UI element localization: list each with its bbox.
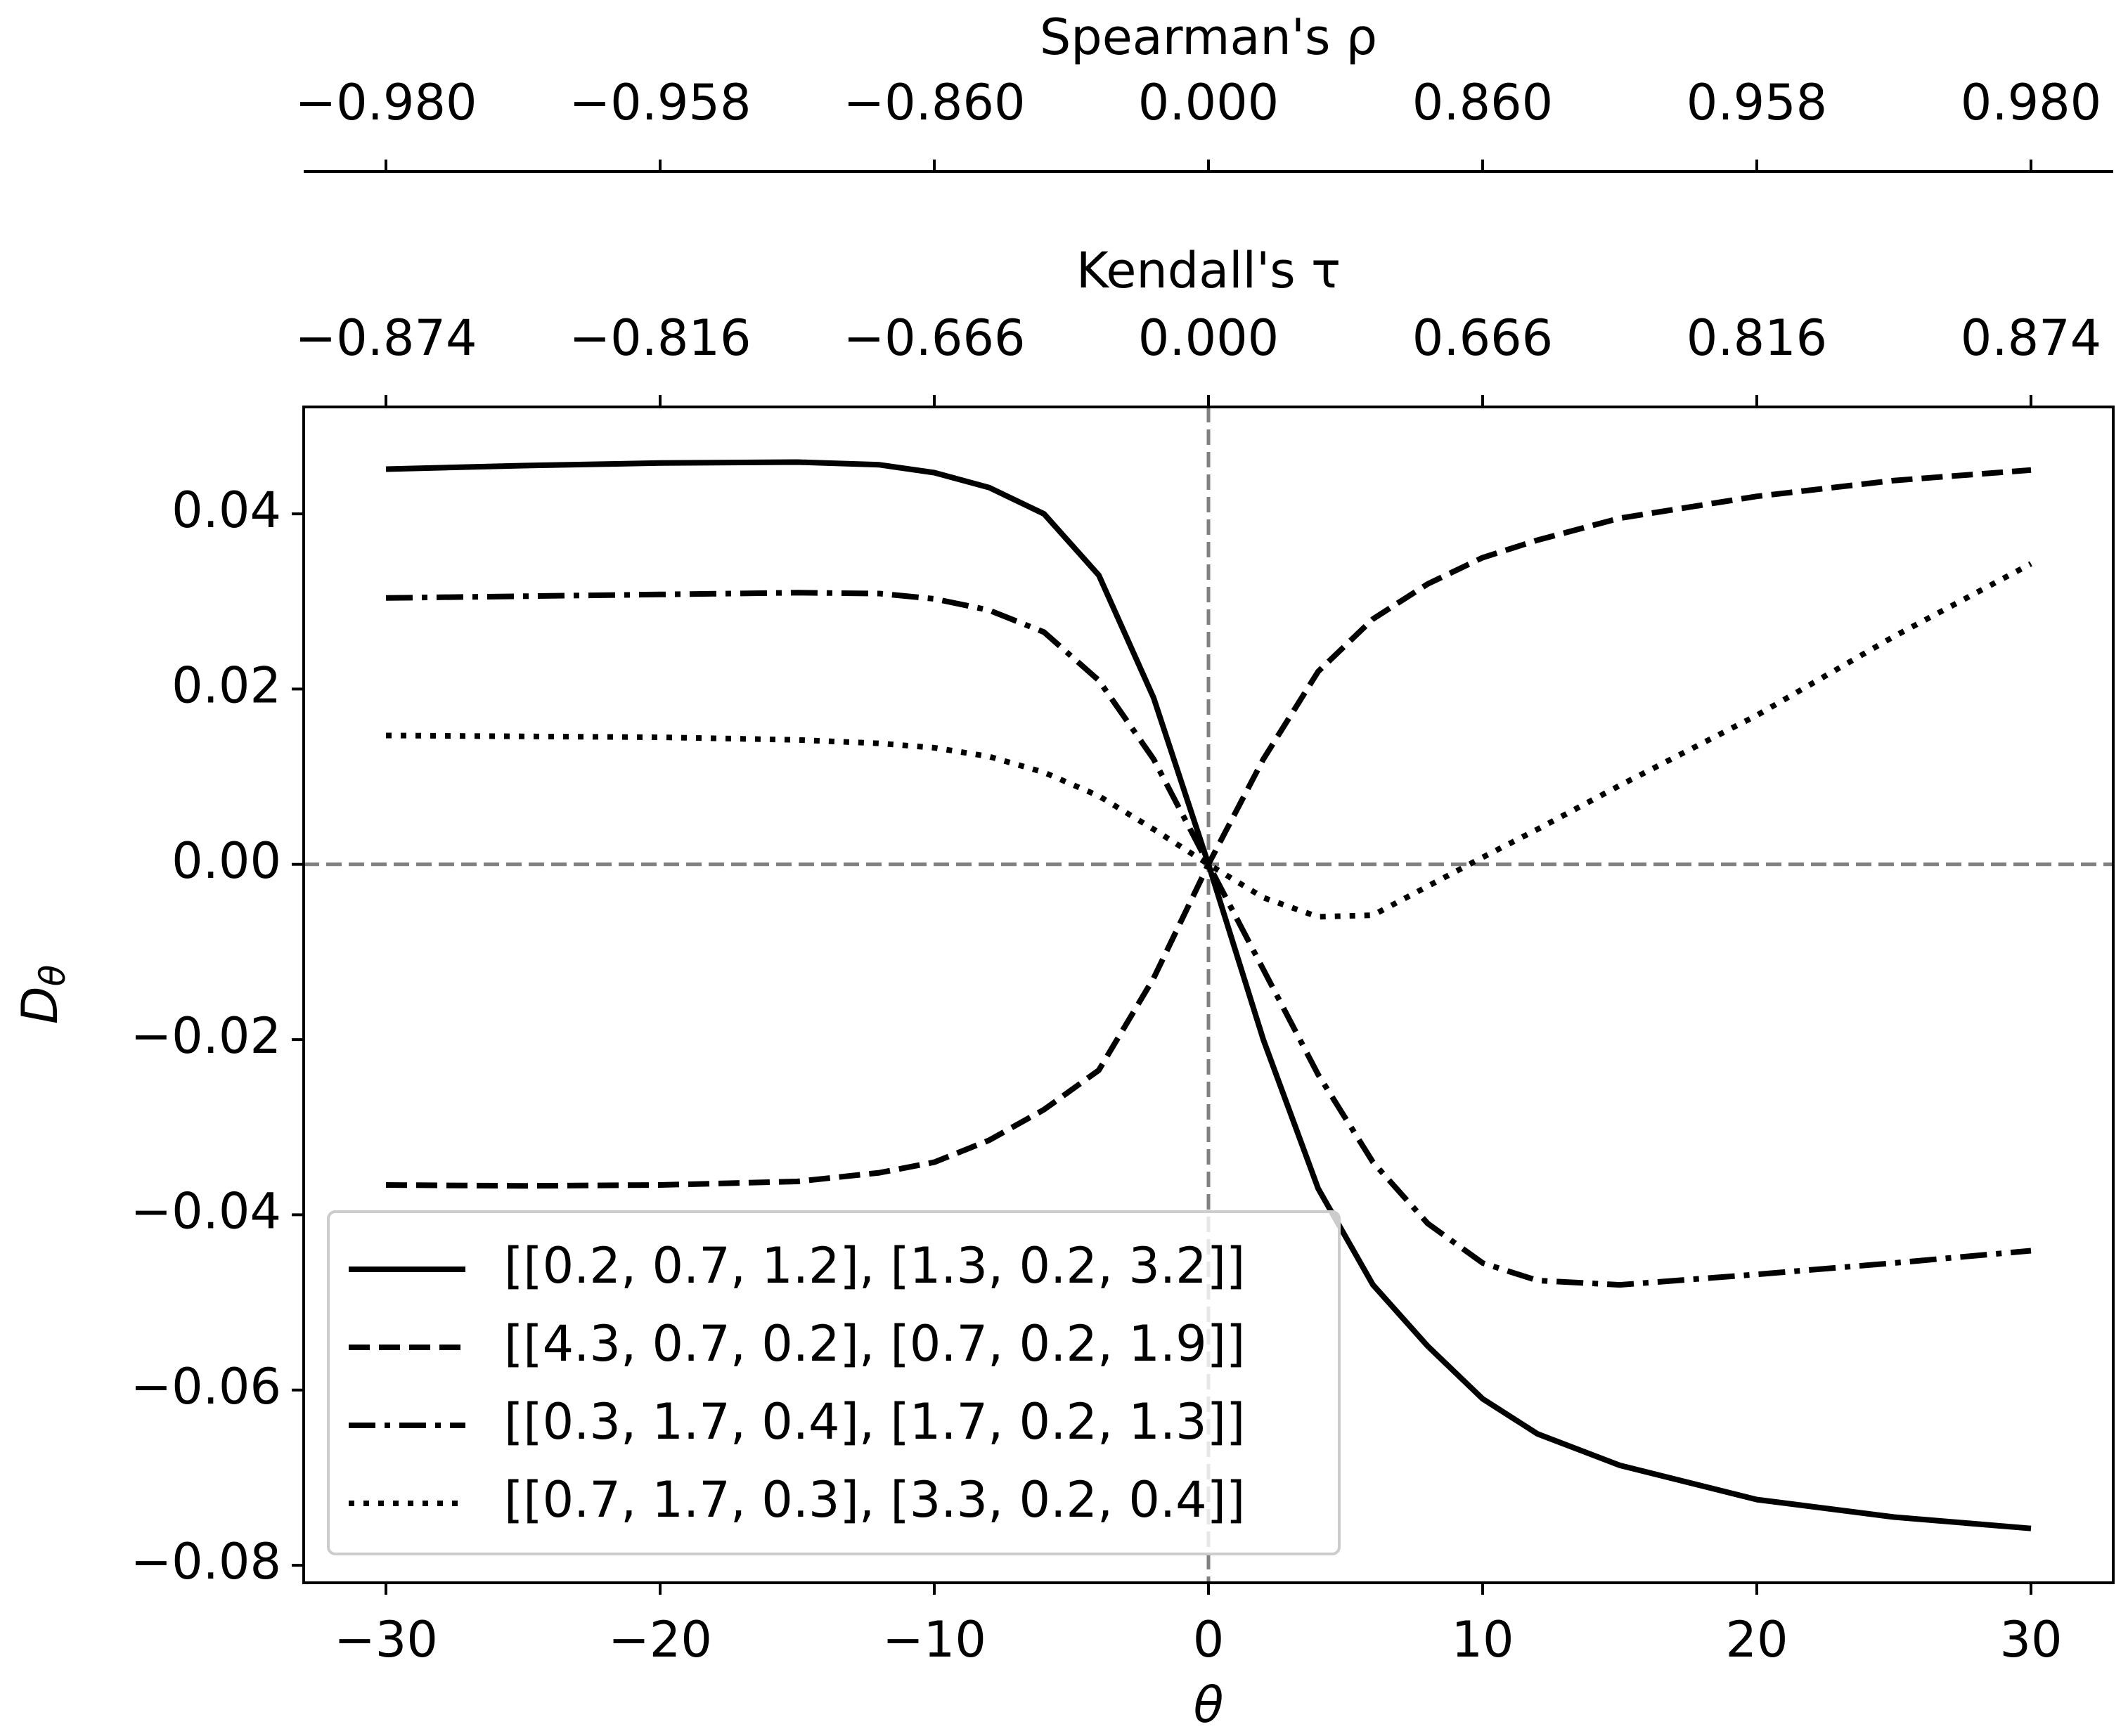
x-tick-label: −10 [882,1611,986,1669]
top-axis-tick-label: 0.816 [1687,309,1827,367]
legend-label: [[4.3, 0.7, 0.2], [0.7, 0.2, 1.9]] [504,1315,1245,1373]
legend-label: [[0.2, 0.7, 1.2], [1.3, 0.2, 3.2]] [504,1237,1245,1295]
top-axis-tick-label: −0.980 [295,74,477,131]
x-tick-label: 30 [1999,1611,2062,1669]
plot-frame [302,406,2115,1584]
top-axis-tick-label: 0.874 [1961,309,2101,367]
top-axis-tick-label: −0.860 [843,74,1025,131]
y-tick-label: −0.06 [130,1358,281,1416]
x-axis-label: θ [1194,1676,1224,1733]
top-axis-tick-label: −0.958 [569,74,751,131]
x-tick-label: 0 [1193,1611,1225,1669]
top-axis-tick-label: −0.874 [295,309,477,367]
y-axis-label-sub: θ [32,965,73,987]
y-axis-label: Dθ [11,965,72,1025]
x-tick-label: −30 [334,1611,438,1669]
top-axis-1-label: Kendall's τ [1076,242,1341,299]
top-axis-tick-label: 0.980 [1961,74,2101,131]
y-tick-label: 0.02 [172,656,281,714]
top-axis-tick-label: 0.000 [1138,309,1279,367]
x-tick-label: −20 [608,1611,712,1669]
y-tick-label: 0.00 [172,832,281,890]
legend-label: [[0.3, 1.7, 0.4], [1.7, 0.2, 1.3]] [504,1393,1245,1451]
top-axis-2-label: Spearman's ρ [1040,8,1377,66]
top-axis-tick-label: 0.860 [1412,74,1553,131]
y-tick-label: −0.02 [130,1007,281,1065]
x-tick-label: 10 [1451,1611,1514,1669]
x-tick-label: 20 [1725,1611,1788,1669]
top-axis-tick-label: −0.666 [843,309,1025,367]
legend-box [327,1210,1341,1555]
y-axis-label-main: D [11,986,69,1024]
legend-label: [[0.7, 1.7, 0.3], [3.3, 0.2, 0.4]] [504,1471,1245,1529]
y-tick-label: −0.08 [130,1533,281,1591]
top-axis-tick-label: −0.816 [569,309,751,367]
y-tick-label: −0.04 [130,1182,281,1240]
top-axis-tick-label: 0.958 [1687,74,1827,131]
series-line [385,561,2032,920]
series-line [385,590,2032,1288]
y-tick-label: 0.04 [172,481,281,539]
top-axis-tick-label: 0.666 [1412,309,1553,367]
top-axis-tick-label: 0.000 [1138,74,1279,131]
